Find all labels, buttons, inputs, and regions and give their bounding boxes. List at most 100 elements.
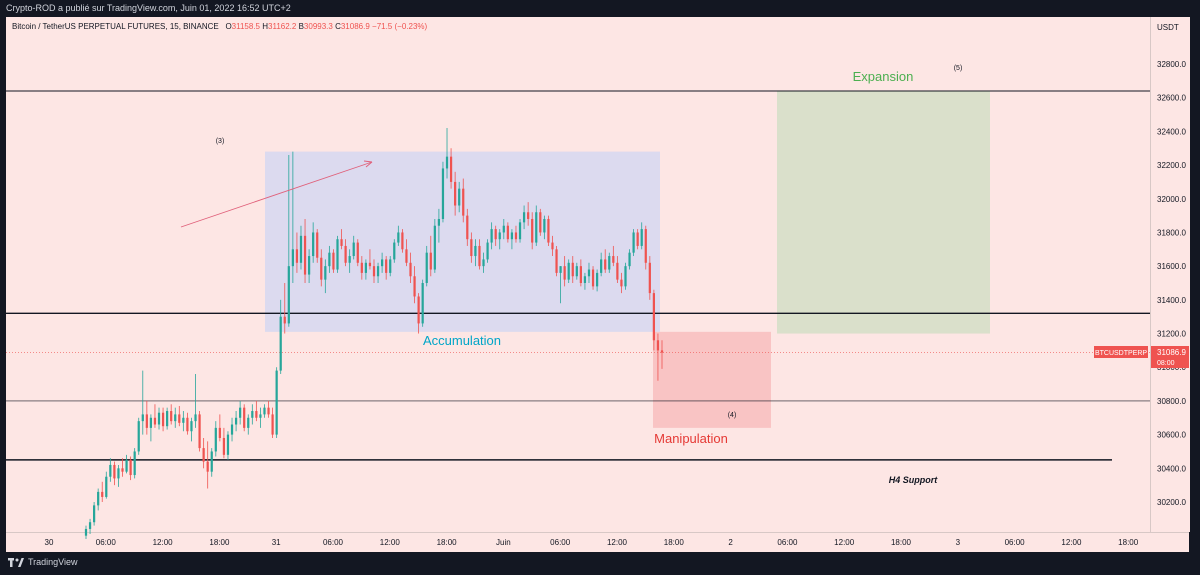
candle-body	[214, 427, 217, 452]
candle-body	[608, 256, 611, 270]
time-axis[interactable]	[6, 532, 1189, 552]
candle-body	[616, 262, 619, 280]
candle-body	[295, 249, 299, 263]
candle-body	[433, 225, 436, 270]
tradingview-logo-text: TradingView	[28, 557, 78, 567]
candle-body	[125, 459, 128, 472]
candle-body	[368, 262, 372, 267]
candle-body	[247, 417, 250, 428]
symbol-price-badge-text: BTCUSDTPERP	[1095, 350, 1147, 357]
candle-body	[275, 370, 278, 435]
candle-body	[328, 252, 331, 267]
time-axis-tick: 30	[45, 538, 54, 547]
candle-body	[409, 262, 412, 277]
candle-body	[535, 212, 538, 243]
candle-body	[178, 414, 181, 423]
high-label: H	[262, 22, 269, 31]
time-axis-tick: 12:00	[380, 538, 401, 547]
price-axis-tick: 31400.0	[1157, 296, 1186, 305]
candle-body	[547, 218, 550, 243]
price-axis-tick: 31200.0	[1157, 330, 1186, 339]
candle-body	[230, 424, 234, 435]
candle-body	[405, 249, 408, 263]
candle-body	[97, 491, 100, 506]
candle-body	[567, 262, 570, 280]
candle-body	[174, 414, 177, 422]
candle-body	[263, 407, 266, 415]
candle-body	[600, 259, 603, 273]
candle-body	[490, 229, 493, 243]
time-axis-tick: 31	[272, 538, 281, 547]
candle-body	[551, 242, 554, 250]
price-axis-tick: 32400.0	[1157, 127, 1186, 136]
price-axis[interactable]	[1150, 17, 1190, 532]
accumulation-label: Accumulation	[423, 333, 501, 348]
last-price-countdown: 08:00	[1157, 360, 1175, 367]
candle-body	[161, 412, 165, 427]
price-axis-tick: 30800.0	[1157, 397, 1186, 406]
candle-body	[166, 411, 169, 427]
candle-body	[316, 232, 319, 258]
price-axis-tick: 32200.0	[1157, 161, 1186, 170]
candle-body	[299, 235, 303, 263]
time-axis-tick: 18:00	[664, 538, 685, 547]
candle-body	[462, 188, 465, 216]
low-value: 30993.3	[303, 22, 333, 31]
time-axis-tick: 18:00	[891, 538, 912, 547]
candle-body	[389, 259, 392, 273]
candle-body	[376, 266, 380, 277]
time-axis-tick: 18:00	[209, 538, 230, 547]
candle-body	[425, 252, 428, 283]
candle-body	[259, 414, 262, 418]
candle-body	[648, 262, 651, 294]
trend-arrow-line	[180, 161, 373, 228]
candle-body	[149, 417, 153, 428]
candle-body	[527, 212, 530, 219]
candle-body	[401, 232, 404, 250]
candle-body	[575, 266, 578, 277]
candle-body	[543, 218, 546, 233]
candle-body	[170, 411, 173, 422]
time-axis-tick: 12:00	[1061, 538, 1082, 547]
symbol-name: Bitcoin / TetherUS PERPETUAL FUTURES, 15…	[12, 22, 219, 31]
trend-arrow-head-icon	[363, 160, 373, 168]
time-axis-tick: 12:00	[834, 538, 855, 547]
candle-body	[502, 225, 505, 233]
time-axis-tick: 2	[728, 538, 733, 547]
candle-body	[210, 451, 213, 472]
manipulation-zone	[653, 331, 771, 428]
price-axis-tick: 32800.0	[1157, 60, 1186, 69]
time-axis-tick: 06:00	[777, 538, 798, 547]
candle-body	[474, 245, 477, 257]
candle-body	[145, 414, 148, 428]
candle-body	[287, 266, 290, 324]
candle-body	[486, 242, 489, 260]
candle-body	[109, 464, 112, 477]
candle-body	[356, 242, 359, 263]
candle-body	[612, 256, 615, 263]
candle-body	[153, 417, 157, 425]
candle-body	[206, 461, 209, 472]
price-axis-tick: 31800.0	[1157, 228, 1186, 237]
close-label: C	[335, 22, 341, 31]
candle-body	[482, 259, 485, 267]
candle-body	[656, 340, 660, 351]
candle-body	[421, 283, 424, 324]
candle-body	[539, 212, 542, 233]
price-axis-tick: 30600.0	[1157, 431, 1186, 440]
candle-body	[587, 269, 591, 277]
candle-body	[604, 259, 607, 270]
candle-body	[141, 414, 144, 422]
candle-body	[336, 239, 339, 270]
price-axis-tick: 32000.0	[1157, 195, 1186, 204]
time-axis-tick: 18:00	[1118, 538, 1139, 547]
candle-body	[563, 266, 566, 280]
candle-body	[279, 316, 282, 371]
candle-body	[417, 296, 420, 324]
candle-body	[372, 266, 376, 277]
candle-body	[583, 276, 587, 283]
h4-support-label: H4 Support	[889, 475, 939, 485]
candle-body	[555, 249, 558, 273]
